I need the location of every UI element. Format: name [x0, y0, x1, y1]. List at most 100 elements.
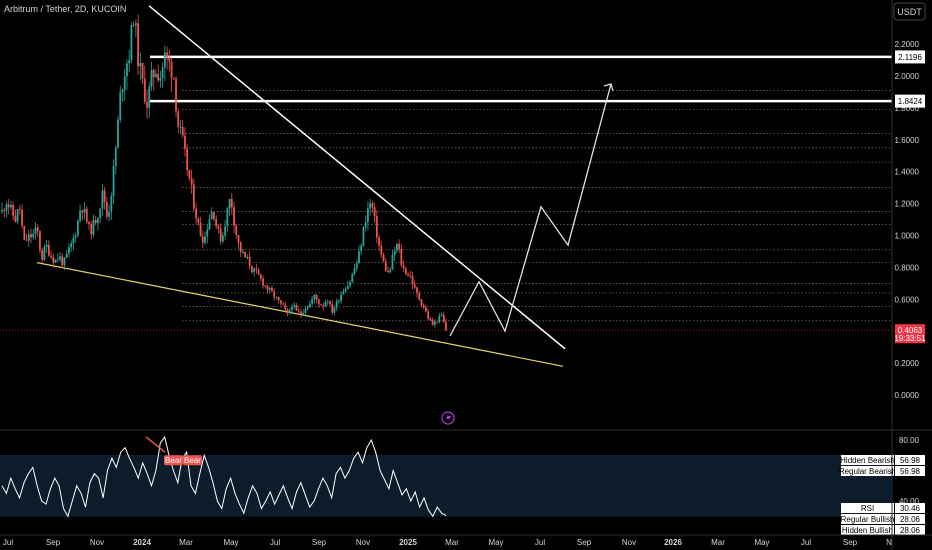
price-tick-label: 0.2000 — [895, 359, 920, 368]
candle-body — [288, 310, 291, 314]
candle-body — [264, 285, 267, 287]
time-tick-label: 2024 — [133, 538, 151, 547]
candle-body — [221, 235, 224, 242]
time-tick-label: Jul — [270, 538, 280, 547]
candle-body — [21, 209, 23, 226]
candle-body — [297, 310, 300, 312]
time-tick-label: N — [886, 538, 892, 547]
currency-button[interactable]: USDT — [893, 2, 926, 21]
chart-title: Arbitrum / Tether, 2D, KUCOIN — [4, 4, 126, 14]
candle-body — [25, 239, 28, 241]
candle-body — [226, 208, 229, 227]
projection-arrowhead — [603, 83, 614, 92]
upper-trendline[interactable] — [148, 5, 566, 350]
candle-body — [438, 315, 441, 323]
current-price-text: 0.4063 — [898, 326, 923, 335]
candle-body — [54, 259, 57, 263]
candle-body — [387, 270, 389, 273]
price-tick-label: 2.2000 — [895, 40, 920, 49]
candle-body — [192, 184, 195, 209]
level-price-text: 1.8424 — [898, 97, 923, 106]
indicator-value-tag — [895, 466, 925, 476]
candle-body — [373, 207, 376, 217]
indicator-value: 56.98 — [900, 456, 921, 465]
candle-body — [177, 111, 180, 128]
candle-body — [215, 218, 218, 227]
candle-body — [224, 226, 227, 236]
candle-body — [39, 231, 41, 251]
candle-body — [257, 270, 260, 275]
candle-body — [391, 255, 394, 270]
candle-body — [306, 307, 309, 310]
candle-body — [239, 242, 242, 253]
candle-body — [273, 291, 276, 298]
countdown-text: 19:33:51 — [894, 334, 926, 343]
rsi-tick-label: 80.00 — [899, 436, 920, 445]
candle-body — [322, 305, 325, 307]
time-tick-label: May — [754, 538, 769, 547]
candle-body — [286, 309, 289, 314]
candle-body — [30, 234, 32, 238]
candle-body — [159, 78, 162, 81]
candle-body — [335, 300, 338, 308]
candle-body — [237, 234, 240, 243]
candle-body — [313, 294, 316, 300]
candle-body — [137, 23, 140, 67]
indicator-name-tag — [841, 514, 894, 524]
candle-body — [112, 166, 115, 196]
indicator-value: 28.06 — [900, 526, 921, 535]
candle-body — [219, 228, 222, 242]
rsi-band — [0, 455, 892, 517]
candle-body — [101, 190, 104, 209]
candle-body — [179, 127, 182, 128]
candle-body — [74, 235, 77, 238]
candle-body — [204, 236, 206, 243]
time-tick-label: Sep — [843, 538, 858, 547]
candle-body — [52, 256, 55, 263]
price-tick-label: 2.0000 — [895, 72, 920, 81]
candle-body — [396, 243, 398, 252]
candle-body — [188, 170, 191, 179]
candle-body — [76, 220, 79, 236]
candle-body — [36, 227, 39, 232]
candle-body — [338, 300, 340, 302]
indicator-name: Regular Bearish — [839, 467, 896, 476]
candle-body — [407, 274, 409, 276]
candle-body — [342, 291, 345, 295]
candle-body — [382, 254, 385, 262]
candle-body — [128, 60, 131, 64]
candle-body — [291, 306, 293, 311]
candle-body — [282, 303, 285, 305]
projection-path[interactable] — [449, 83, 612, 337]
candle-body — [369, 203, 372, 209]
indicator-value: 28.06 — [900, 515, 921, 524]
candle-body — [208, 219, 211, 230]
candle-body — [181, 127, 184, 136]
rsi-line[interactable] — [1, 435, 447, 518]
candle-body — [244, 251, 247, 258]
candle-body — [349, 282, 351, 286]
time-tick-label: May — [488, 538, 503, 547]
candle-body — [150, 69, 153, 87]
level-price-tag — [895, 50, 925, 64]
candle-body — [259, 274, 262, 279]
candle-body — [268, 287, 271, 290]
candle-body — [433, 321, 436, 325]
candle-body — [315, 294, 318, 300]
time-tick-label: 2025 — [399, 538, 417, 547]
candle-body — [378, 237, 380, 246]
time-tick-label: Jul — [535, 538, 545, 547]
candle-body — [134, 23, 137, 26]
candle-body — [184, 135, 186, 149]
time-tick-label: 2026 — [664, 538, 682, 547]
candle-body — [170, 61, 173, 78]
indicator-value-tag — [895, 503, 925, 513]
level-price-tag — [895, 94, 925, 108]
candle-body — [68, 247, 70, 254]
candle-body — [12, 204, 15, 216]
candle-body — [398, 243, 401, 250]
lightning-icon[interactable] — [441, 411, 455, 425]
price-tick-label: 0.6000 — [895, 295, 920, 304]
lower-trendline[interactable] — [36, 262, 564, 367]
